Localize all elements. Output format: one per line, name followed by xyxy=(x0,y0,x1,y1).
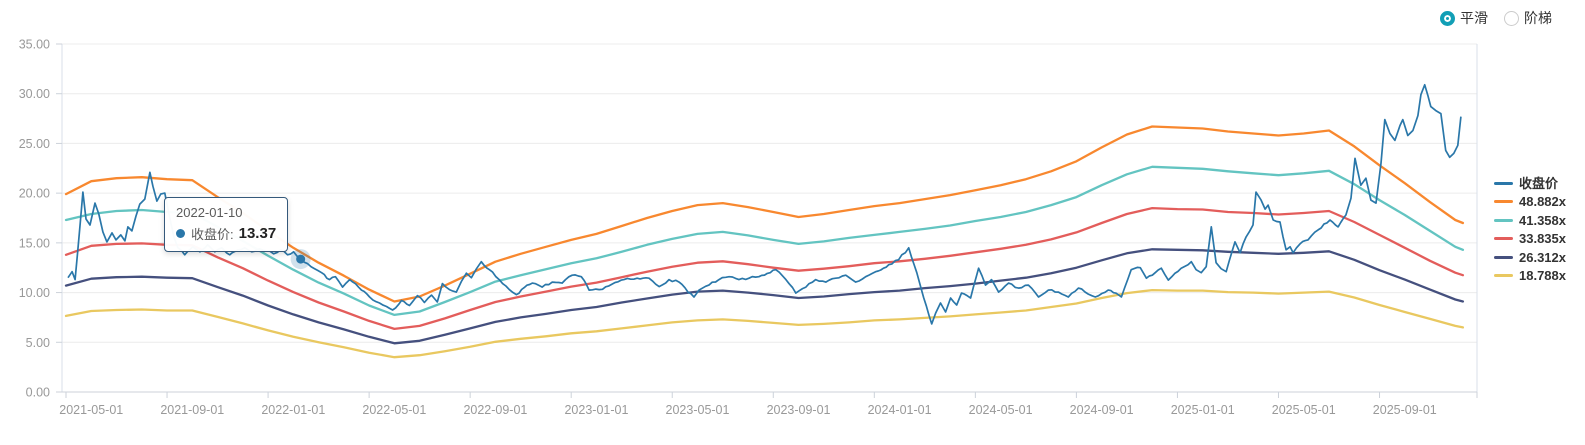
y-tick-label: 30.00 xyxy=(19,87,50,101)
x-tick-label: 2024-09-01 xyxy=(1070,403,1134,417)
band-line-41.358x xyxy=(64,165,1465,317)
x-tick-label: 2022-09-01 xyxy=(463,403,527,417)
radio-step[interactable]: 阶梯 xyxy=(1504,8,1552,28)
radio-step-label: 阶梯 xyxy=(1524,10,1552,26)
x-tick-label: 2023-09-01 xyxy=(767,403,831,417)
y-tick-label: 5.00 xyxy=(26,336,50,350)
tooltip-date: 2022-01-10 xyxy=(176,205,243,220)
series-dot-icon xyxy=(176,229,185,238)
chart-tooltip: 2022-01-10 收盘价: 13.37 xyxy=(164,197,289,252)
radio-unselected-icon xyxy=(1504,10,1519,26)
band-line-18.788x xyxy=(64,288,1465,359)
x-tick-label: 2025-09-01 xyxy=(1373,403,1437,417)
grid-lines xyxy=(61,43,1478,393)
legend-label: 33.835x xyxy=(1519,231,1566,247)
x-axis: 2021-05-01 2021-09-01 2022-01-01 2022-05-01… xyxy=(59,392,1478,417)
radio-smooth[interactable]: 平滑 xyxy=(1440,8,1488,28)
legend-label: 41.358x xyxy=(1519,212,1566,228)
y-tick-label: 20.00 xyxy=(19,187,50,201)
x-tick-label: 2023-01-01 xyxy=(564,403,628,417)
y-axis: 0.00 5.00 10.00 15.00 20.00 25.00 30.00 35.00 xyxy=(19,38,62,400)
legend-marker-icon xyxy=(1494,218,1513,222)
legend-marker-icon xyxy=(1494,237,1513,241)
y-tick-label: 35.00 xyxy=(19,38,50,52)
x-tick-label: 2025-01-01 xyxy=(1171,403,1235,417)
radio-selected-icon xyxy=(1440,10,1455,26)
legend-marker-icon xyxy=(1494,181,1513,185)
legend-label: 48.882x xyxy=(1519,194,1566,210)
x-tick-label: 2025-05-01 xyxy=(1272,403,1336,417)
legend-marker-icon xyxy=(1494,200,1513,204)
band-line-26.312x xyxy=(64,248,1465,345)
x-tick-label: 2023-05-01 xyxy=(666,403,730,417)
band-line-33.835x xyxy=(64,206,1465,331)
y-tick-label: 10.00 xyxy=(19,286,50,300)
x-tick-label: 2024-05-01 xyxy=(969,403,1033,417)
y-tick-label: 0.00 xyxy=(26,386,50,400)
x-tick-label: 2021-09-01 xyxy=(160,403,224,417)
band-line-48.882x xyxy=(64,125,1465,303)
price-line xyxy=(67,83,1462,325)
legend-item-收盘价[interactable]: 收盘价 xyxy=(1494,174,1566,193)
legend-label: 收盘价 xyxy=(1519,175,1559,191)
x-tick-label: 2022-01-01 xyxy=(261,403,325,417)
legend-marker-icon xyxy=(1494,274,1513,278)
x-tick-label: 2021-05-01 xyxy=(59,403,123,417)
legend-label: 26.312x xyxy=(1519,249,1566,265)
tooltip-series-label: 收盘价: xyxy=(191,227,234,242)
y-tick-label: 15.00 xyxy=(19,236,50,250)
x-tick-label: 2024-01-01 xyxy=(868,403,932,417)
y-tick-label: 25.00 xyxy=(19,137,50,151)
tooltip-value: 13.37 xyxy=(238,225,277,242)
highlighted-point xyxy=(290,249,311,270)
chart-legend: 收盘价 48.882x 41.358x 33.835x 26.312x 18.788x xyxy=(1494,174,1566,285)
legend-item-18.788x[interactable]: 18.788x xyxy=(1494,267,1566,286)
legend-item-26.312x[interactable]: 26.312x xyxy=(1494,248,1566,267)
legend-label: 18.788x xyxy=(1519,268,1566,284)
legend-item-33.835x[interactable]: 33.835x xyxy=(1494,230,1566,249)
x-tick-label: 2022-05-01 xyxy=(362,403,426,417)
line-style-radio-group: 平滑 阶梯 xyxy=(1440,8,1552,28)
legend-marker-icon xyxy=(1494,255,1513,259)
radio-smooth-label: 平滑 xyxy=(1460,10,1488,26)
legend-item-48.882x[interactable]: 48.882x xyxy=(1494,193,1566,212)
legend-item-41.358x[interactable]: 41.358x xyxy=(1494,211,1566,230)
